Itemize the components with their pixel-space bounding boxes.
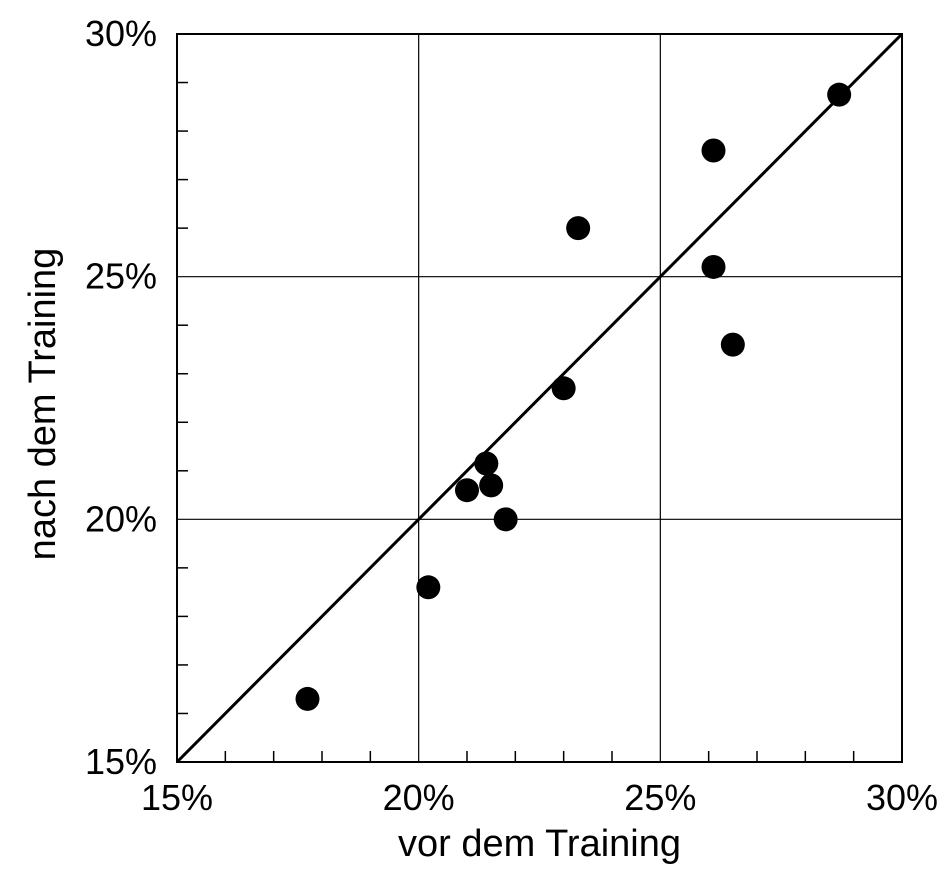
- x-axis-title: vor dem Training: [398, 823, 681, 865]
- y-tick-label: 15%: [85, 741, 157, 782]
- x-tick-label: 15%: [141, 777, 213, 818]
- data-point: [827, 82, 852, 107]
- y-tick-label: 25%: [85, 256, 157, 297]
- data-point: [701, 138, 726, 163]
- x-tick-label: 20%: [383, 777, 455, 818]
- data-point: [551, 376, 576, 401]
- data-point: [474, 451, 499, 476]
- data-point: [701, 254, 726, 279]
- identity-reference-line: [175, 32, 904, 764]
- x-tick-label: 25%: [624, 777, 696, 818]
- y-tick-label: 20%: [85, 498, 157, 539]
- data-point: [295, 686, 320, 711]
- minor-ticks: [177, 81, 855, 762]
- data-point: [455, 478, 479, 503]
- y-tick-labels: 15% 20% 25% 30%: [85, 13, 157, 782]
- data-point: [720, 332, 745, 357]
- data-points: [295, 82, 852, 711]
- data-point: [493, 507, 518, 532]
- y-axis-title: nach dem Training: [22, 248, 64, 561]
- data-point: [566, 216, 591, 241]
- plot-frame: [176, 33, 903, 763]
- x-tick-labels: 15% 20% 25% 30%: [141, 777, 938, 818]
- y-tick-label: 30%: [85, 13, 157, 54]
- data-point: [416, 575, 441, 600]
- grid-lines: [177, 34, 902, 762]
- x-tick-label: 30%: [866, 777, 938, 818]
- identity-line: [175, 32, 904, 764]
- data-point: [479, 473, 504, 498]
